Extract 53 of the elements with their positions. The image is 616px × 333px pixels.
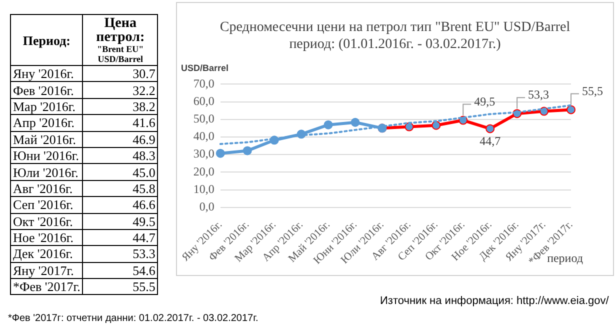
text: 38.2 — [132, 98, 156, 114]
text: 46.9 — [132, 132, 156, 147]
y-tick-label: 0,0 — [199, 200, 214, 214]
category-label: Яну '2016г. — [10, 66, 83, 82]
text: 53.3 — [132, 246, 156, 262]
category-label: Юли '2016г. — [10, 164, 83, 180]
point — [486, 124, 495, 134]
y-tick-label: 30,0 — [193, 146, 214, 161]
text: 32.2 — [132, 82, 156, 98]
text: 44.7 — [132, 230, 156, 246]
category-label: Сеп '2016г. — [10, 196, 83, 214]
point — [216, 148, 225, 158]
point — [350, 118, 360, 127]
data-label: 55,5 — [582, 84, 603, 98]
point — [242, 146, 252, 156]
category-label: *Фев '2017г. — [10, 278, 83, 295]
point — [432, 120, 441, 130]
y-tick-label: 50,0 — [193, 112, 214, 126]
text: Период: — [10, 14, 83, 66]
data-label: 49,5 — [474, 94, 496, 108]
category-label: Фев '2016г. — [10, 82, 83, 98]
y-tick-label: 40,0 — [193, 129, 214, 144]
category-label: Юни '2016г. — [10, 147, 83, 164]
text: 55.5 — [132, 279, 156, 294]
category-label: Май '2016г. — [10, 131, 83, 148]
text: 45.8 — [132, 180, 156, 196]
data-label: 53,3 — [528, 88, 550, 102]
y-tick-label: 60,0 — [193, 94, 214, 108]
point — [324, 120, 333, 130]
text: 41.6 — [132, 115, 156, 130]
point — [566, 105, 576, 114]
y-tick-label: 20,0 — [193, 164, 214, 178]
y-tick-label: 70,0 — [193, 76, 214, 90]
text: 49.5 — [132, 214, 156, 229]
text: 46.6 — [132, 197, 156, 212]
y-axis-title: USD/Barrel — [181, 63, 229, 73]
category-label: Яну '2017г. — [10, 262, 83, 279]
text: 54.6 — [132, 262, 156, 278]
data-label: 44,7 — [480, 134, 501, 148]
category-label: Авг '2016г. — [10, 180, 83, 197]
text: 48.3 — [132, 148, 156, 164]
text: Източник на информация: http://www.eia.gov/ — [380, 295, 609, 307]
text: 30.7 — [132, 66, 156, 82]
chart-title: Средномесечни цени на петрол тип "Brent EU" USD/Barrel — [218, 19, 572, 36]
text: Цена петрол: — [96, 16, 145, 45]
category-label: Мар '2016г. — [10, 98, 83, 115]
x-axis-title: период — [547, 251, 583, 266]
text: *Фев '2017г: отчетни данни: 01.02.2017г. - 03.02.2017г. — [8, 313, 258, 324]
text: 45.0 — [132, 164, 156, 180]
chart-subtitle: период: (01.01.2016г. - 03.02.2017г.) — [288, 36, 502, 53]
text: "Brent EU" USD/Barrel — [96, 44, 145, 64]
y-tick-label: 10,0 — [193, 182, 214, 196]
category-label: Апр '2016г. — [10, 114, 83, 132]
